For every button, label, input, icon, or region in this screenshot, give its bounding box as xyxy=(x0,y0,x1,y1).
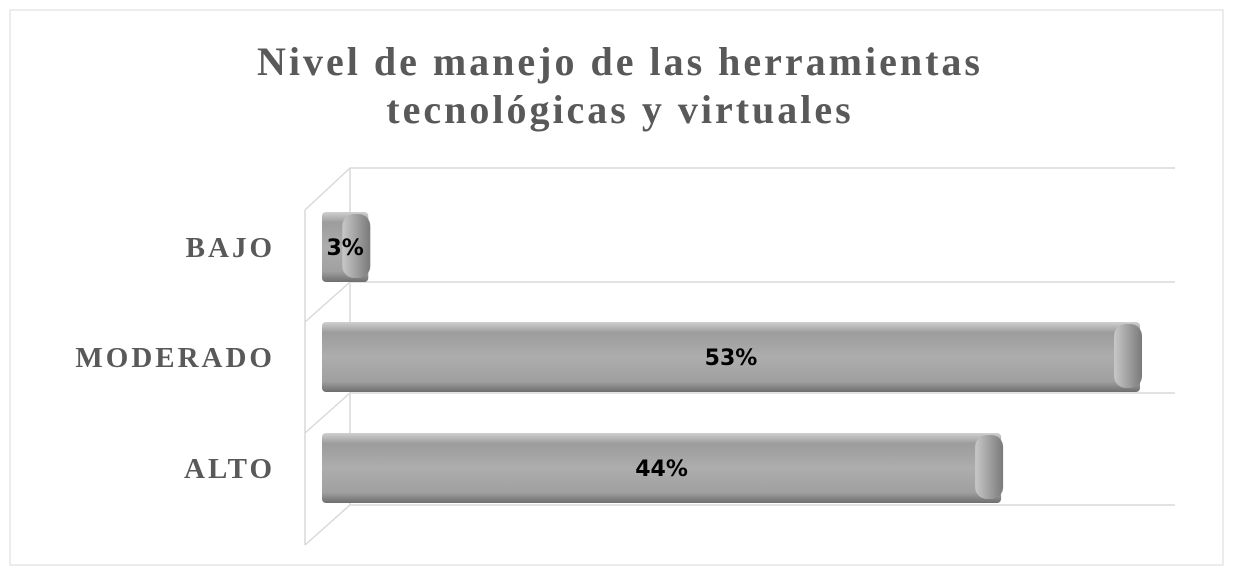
y-tick-label: MODERADO xyxy=(75,342,275,374)
bar-cap xyxy=(1114,324,1143,388)
data-label: 44% xyxy=(635,457,688,482)
bar xyxy=(322,322,1143,392)
bar-cap xyxy=(975,435,1004,499)
bar-cap xyxy=(342,214,371,278)
data-label: 53% xyxy=(705,346,758,371)
walls xyxy=(304,167,1175,546)
bar-body xyxy=(322,433,1002,503)
y-tick-label: BAJO xyxy=(186,232,275,264)
y-tick-label: ALTO xyxy=(184,453,275,485)
bar xyxy=(322,212,371,282)
data-label: 3% xyxy=(326,236,363,261)
bar xyxy=(322,433,1004,503)
chart-title: Nivel de manejo de las herramientas tecno… xyxy=(257,39,983,132)
bar-body xyxy=(322,322,1141,392)
